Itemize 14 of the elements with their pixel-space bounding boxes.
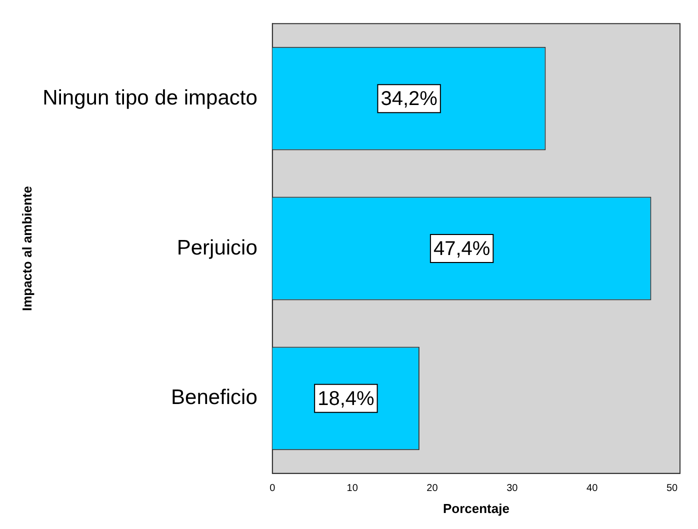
y-tick-label: Beneficio: [171, 386, 258, 410]
x-tick-label: 10: [346, 483, 358, 494]
x-tick-label: 20: [426, 483, 438, 494]
x-tick-label: 30: [506, 483, 518, 494]
data-label: 18,4%: [318, 388, 374, 410]
x-tick-label: 50: [666, 483, 678, 494]
y-tick-label: Perjuicio: [176, 236, 258, 260]
x-tick-label: 40: [586, 483, 598, 494]
data-label: 47,4%: [433, 238, 490, 260]
x-axis-title: Porcentaje: [442, 500, 510, 516]
y-axis-title: Impacto al ambiente: [19, 186, 34, 311]
x-tick-label: 0: [270, 483, 276, 494]
y-tick-label: Ningun tipo de impacto: [42, 86, 258, 110]
data-label: 34,2%: [380, 88, 438, 110]
